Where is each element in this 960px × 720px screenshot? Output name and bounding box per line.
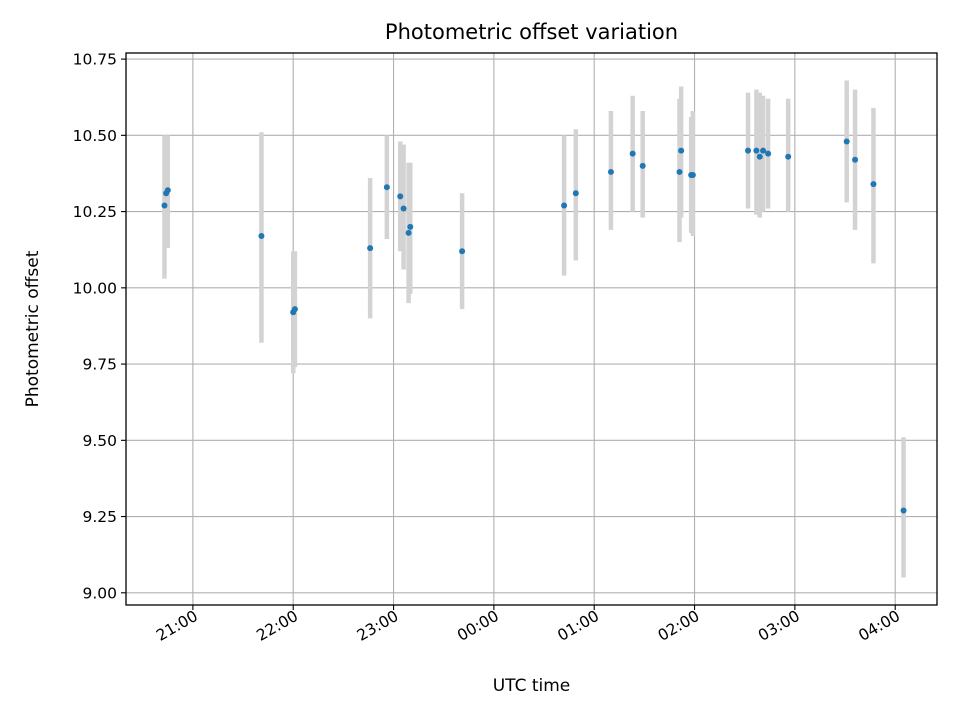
y-tick-label: 10.00 bbox=[73, 279, 117, 297]
data-point bbox=[852, 156, 859, 163]
data-point bbox=[607, 168, 614, 175]
y-tick-label: 10.50 bbox=[73, 127, 117, 145]
y-axis-label: Photometric offset bbox=[23, 250, 43, 407]
data-point bbox=[400, 205, 407, 212]
data-point bbox=[900, 507, 907, 514]
plot-frame bbox=[125, 52, 938, 606]
y-tick-label: 9.25 bbox=[82, 508, 117, 526]
data-point bbox=[753, 147, 760, 154]
y-tick-label: 9.00 bbox=[82, 584, 117, 602]
data-point bbox=[676, 168, 683, 175]
data-point bbox=[785, 153, 792, 160]
data-point bbox=[258, 232, 265, 239]
y-tick-label: 10.25 bbox=[73, 203, 117, 221]
data-point bbox=[572, 190, 579, 197]
data-point bbox=[765, 150, 772, 157]
data-point bbox=[629, 150, 636, 157]
data-points bbox=[161, 138, 907, 514]
data-point bbox=[870, 181, 877, 188]
data-point bbox=[756, 153, 763, 160]
data-point bbox=[407, 223, 414, 230]
chart-title: Photometric offset variation bbox=[385, 20, 678, 44]
data-point bbox=[405, 229, 412, 236]
data-point bbox=[745, 147, 752, 154]
data-point bbox=[639, 162, 646, 169]
data-point bbox=[161, 202, 168, 209]
data-point bbox=[367, 245, 374, 252]
data-point bbox=[843, 138, 850, 145]
data-point bbox=[561, 202, 568, 209]
data-point bbox=[678, 147, 685, 154]
data-point bbox=[689, 171, 696, 178]
data-point bbox=[397, 193, 404, 200]
y-tick-label: 10.75 bbox=[73, 51, 117, 69]
data-point bbox=[760, 147, 767, 154]
y-tick-label: 9.50 bbox=[82, 432, 117, 450]
data-point bbox=[291, 306, 298, 313]
x-axis-label: UTC time bbox=[493, 676, 571, 696]
data-point bbox=[164, 187, 171, 194]
data-point bbox=[459, 248, 466, 255]
y-tick-label: 9.75 bbox=[82, 356, 117, 374]
data-point bbox=[383, 184, 390, 191]
